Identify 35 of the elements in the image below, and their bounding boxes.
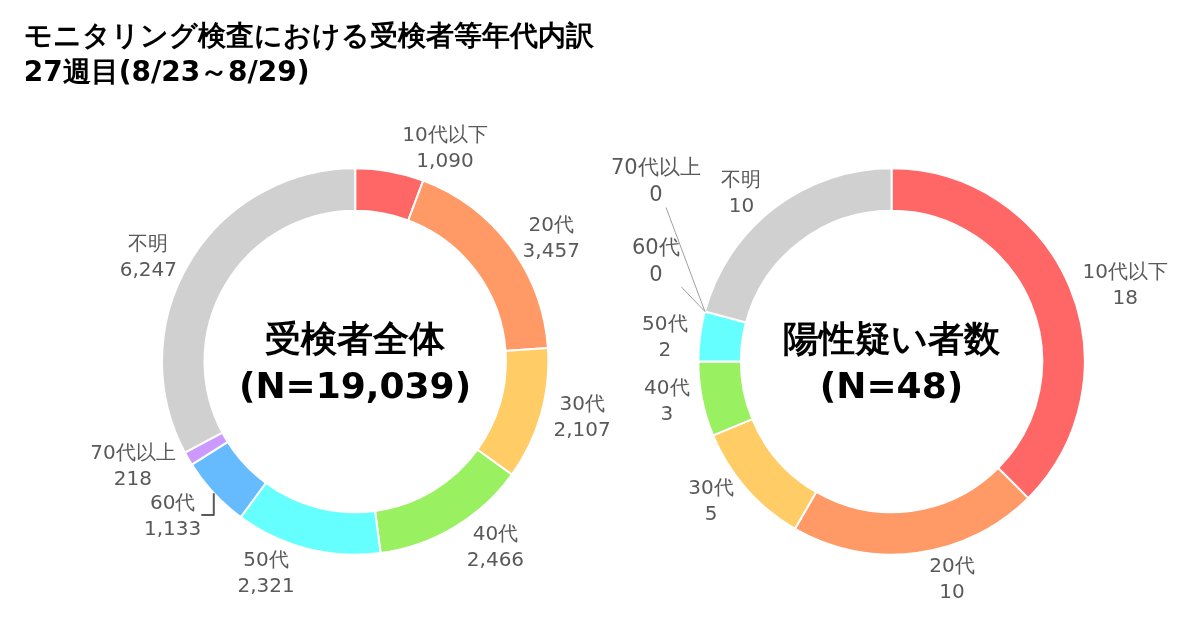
text: 受検者全体 (N=19,039) [239,318,472,406]
data-label: 3 [660,401,674,426]
slice-label: 10代以下 [402,122,488,147]
data-label: 2,466 [466,546,525,571]
category-label: 70代以上 [611,155,701,179]
slice-label: 20代 [929,552,975,577]
data-label: 1,133 [144,515,202,540]
text: 0 [649,182,663,207]
slice-label: 60代 [149,489,196,514]
slice-label: 不明 [128,230,169,255]
slice-label: 70代以上 [90,439,176,464]
data-label: 2,107 [553,417,611,442]
data-label: 1,090 [416,148,474,173]
data-label: 10 [728,193,755,218]
slice-label: 50代 [243,547,289,572]
data-label: 2 [658,336,672,361]
chart-title: モニタリング検査における受検者等年代内訳 27週目(8/23～8/29) [23,19,595,89]
slice-label: 30代 [688,474,734,499]
data-label: 10 [939,578,965,603]
data-label: 18 [1112,284,1138,309]
data-label: 218 [113,465,153,490]
category-label: 60代 [632,235,680,259]
text: 0 [649,262,663,287]
slice-label: 不明 [721,167,762,192]
slice-label: 10代以下 [1082,258,1168,283]
data-label: 5 [704,500,718,525]
data-label: 3,457 [522,238,580,263]
text: 陽性疑い者数 (N=48) [783,318,1001,406]
data-label: 6,247 [119,256,177,281]
slice-label: 20代 [528,212,574,237]
slice-label: 40代 [472,520,519,545]
data-label: 2,321 [237,573,295,598]
slice-label: 50代 [642,310,688,335]
slice-label: 30代 [559,391,605,416]
slice-label: 40代 [644,375,690,400]
